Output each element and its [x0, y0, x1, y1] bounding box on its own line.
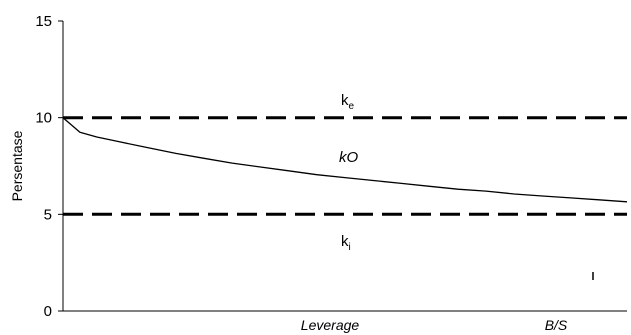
y-tick-label: 15: [35, 13, 52, 30]
series-label-ko-sub: O: [347, 149, 359, 166]
y-tick-label: 0: [44, 303, 52, 320]
series-label-ko: kO: [339, 149, 359, 166]
y-axis-label: Persentase: [9, 130, 25, 201]
series-label-ki: ki: [341, 233, 351, 253]
series-line-ko: [62, 117, 628, 203]
y-ticks: 0 5 10 15: [35, 13, 63, 320]
y-tick-label: 10: [35, 110, 52, 127]
series-label-ko-main: k: [339, 149, 348, 166]
series-label-ke-main: k: [341, 92, 349, 109]
series-group: [62, 116, 628, 216]
y-tick-label: 5: [44, 206, 52, 223]
x-axis-end-label: B/S: [545, 317, 568, 333]
series-label-ke: ke: [341, 92, 355, 112]
plot-area: [62, 21, 627, 312]
series-label-ke-sub: e: [349, 101, 355, 112]
series-label-ki-main: k: [341, 233, 349, 250]
x-axis-label: Leverage: [301, 317, 360, 333]
series-label-ki-sub: i: [349, 242, 351, 253]
